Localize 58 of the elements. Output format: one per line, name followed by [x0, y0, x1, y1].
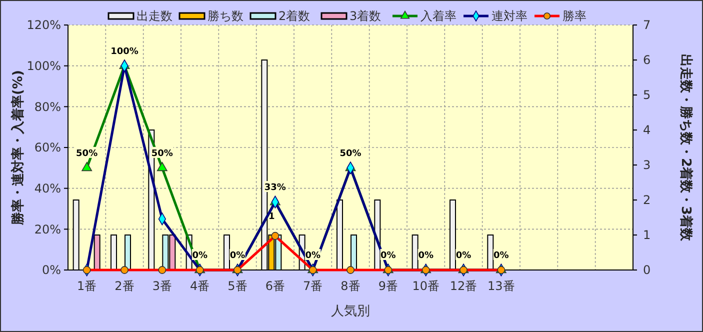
y2-tick-label: 7: [643, 18, 651, 32]
legend-label: 勝ち数: [208, 9, 244, 24]
y-tick-label: 20%: [34, 222, 61, 236]
y-tick-label: 60%: [34, 140, 61, 155]
data-label: 33%: [264, 183, 286, 194]
y2-tick-label: 5: [643, 88, 651, 102]
bar: [124, 234, 131, 270]
legend-label: 2着数: [278, 9, 310, 24]
x-tick-label: 2番: [114, 279, 134, 293]
x-tick-label: 6番: [265, 279, 285, 293]
y2-tick-label: 1: [643, 228, 651, 242]
x-tick-label: 1番: [77, 279, 97, 293]
y-axis-title: 勝率・連対率・入着率(%): [10, 70, 26, 226]
data-label: 100%: [110, 46, 138, 57]
data-label: 0%: [305, 251, 320, 261]
legend-label: 出走数: [136, 9, 172, 24]
bar: [450, 200, 456, 270]
y2-tick-label: 4: [643, 123, 651, 138]
bar: [412, 234, 418, 270]
legend-label: 入着率: [420, 9, 456, 24]
data-label: 0%: [456, 251, 472, 261]
bar: [94, 234, 100, 270]
y2-tick-label: 6: [643, 53, 651, 68]
x-tick-label: 10番: [412, 279, 440, 293]
x-axis-title: 人気別: [331, 304, 370, 319]
data-label: 0%: [494, 251, 509, 261]
data-label: 0%: [192, 251, 208, 261]
y2-tick-label: 3: [643, 158, 651, 172]
x-tick-label: 4番: [190, 279, 210, 293]
x-tick-label: 8番: [340, 279, 360, 293]
y2-tick-label: 0: [643, 263, 651, 278]
x-tick-label: 7番: [303, 279, 323, 293]
bar: [487, 234, 494, 270]
data-label: 50%: [340, 148, 362, 159]
x-tick-label: 13番: [488, 279, 515, 293]
x-tick-label: 9番: [378, 279, 398, 293]
bar: [224, 234, 230, 270]
legend-label: 3着数: [350, 9, 382, 24]
legend-label: 勝率: [562, 9, 586, 24]
bar: [350, 234, 357, 270]
data-label: 0%: [380, 251, 396, 261]
y-tick-label: 100%: [26, 59, 61, 74]
y-tick-label: 40%: [34, 182, 61, 196]
data-label: 0%: [230, 251, 246, 261]
x-tick-label: 3番: [152, 279, 172, 293]
data-label: 50%: [151, 148, 173, 159]
bar: [336, 200, 343, 270]
legend-label: 連対率: [492, 9, 528, 24]
y2-axis-title: 出走数・勝ち数・2着数・3着数: [678, 54, 694, 242]
x-tick-label: 12番: [450, 279, 478, 293]
data-label: 0%: [418, 251, 434, 261]
y-tick-label: 0%: [42, 263, 61, 278]
y2-tick-label: 2: [643, 193, 651, 208]
bar: [110, 234, 117, 270]
x-tick-label: 5番: [228, 279, 248, 293]
data-label: 50%: [76, 148, 98, 159]
y-tick-label: 120%: [26, 18, 61, 32]
y-tick-label: 80%: [34, 100, 61, 114]
